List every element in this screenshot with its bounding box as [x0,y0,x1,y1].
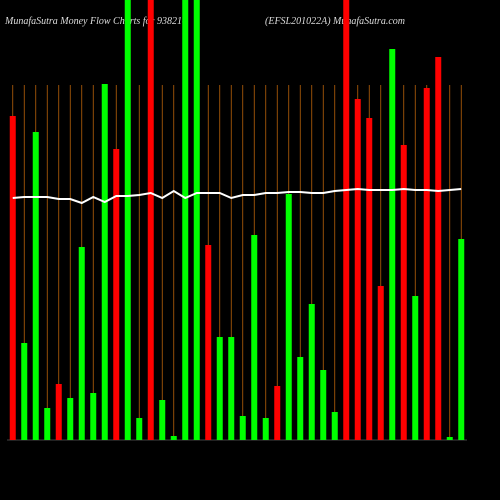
bar [285,194,292,440]
bar [435,57,442,440]
bar [159,400,166,440]
bar [124,0,131,440]
bar [331,412,338,440]
bar [67,398,74,440]
bar [136,418,143,440]
bar [400,145,407,440]
bar [274,386,281,440]
bar [297,357,304,440]
bar [262,418,269,440]
bar [147,0,154,440]
bar [32,132,39,440]
bar [377,286,384,440]
bar [251,235,258,440]
bar [113,149,120,440]
bar [21,343,28,440]
bar [90,393,97,440]
bar [320,370,327,440]
bar [78,247,85,440]
bar [239,416,246,440]
bar [412,296,419,440]
bar [354,99,361,440]
bar [55,384,62,440]
bar [101,84,108,440]
chart-title: MunafaSutra Money Flow Charts for 938210 [4,16,187,27]
bar [423,88,430,440]
bar [343,0,350,440]
bar [458,239,465,440]
bar [228,337,235,440]
bar [216,337,223,440]
bar [193,0,200,440]
bar [170,436,177,440]
bar [44,408,51,440]
bar [9,116,16,440]
bar [308,304,315,440]
bar [182,0,189,440]
chart-subtitle: (EFSL201022A) MunafaSutra.com [265,16,405,27]
bar [366,118,373,440]
line [12,187,462,205]
bar [389,49,396,440]
bar [446,437,453,440]
bar [205,245,212,440]
